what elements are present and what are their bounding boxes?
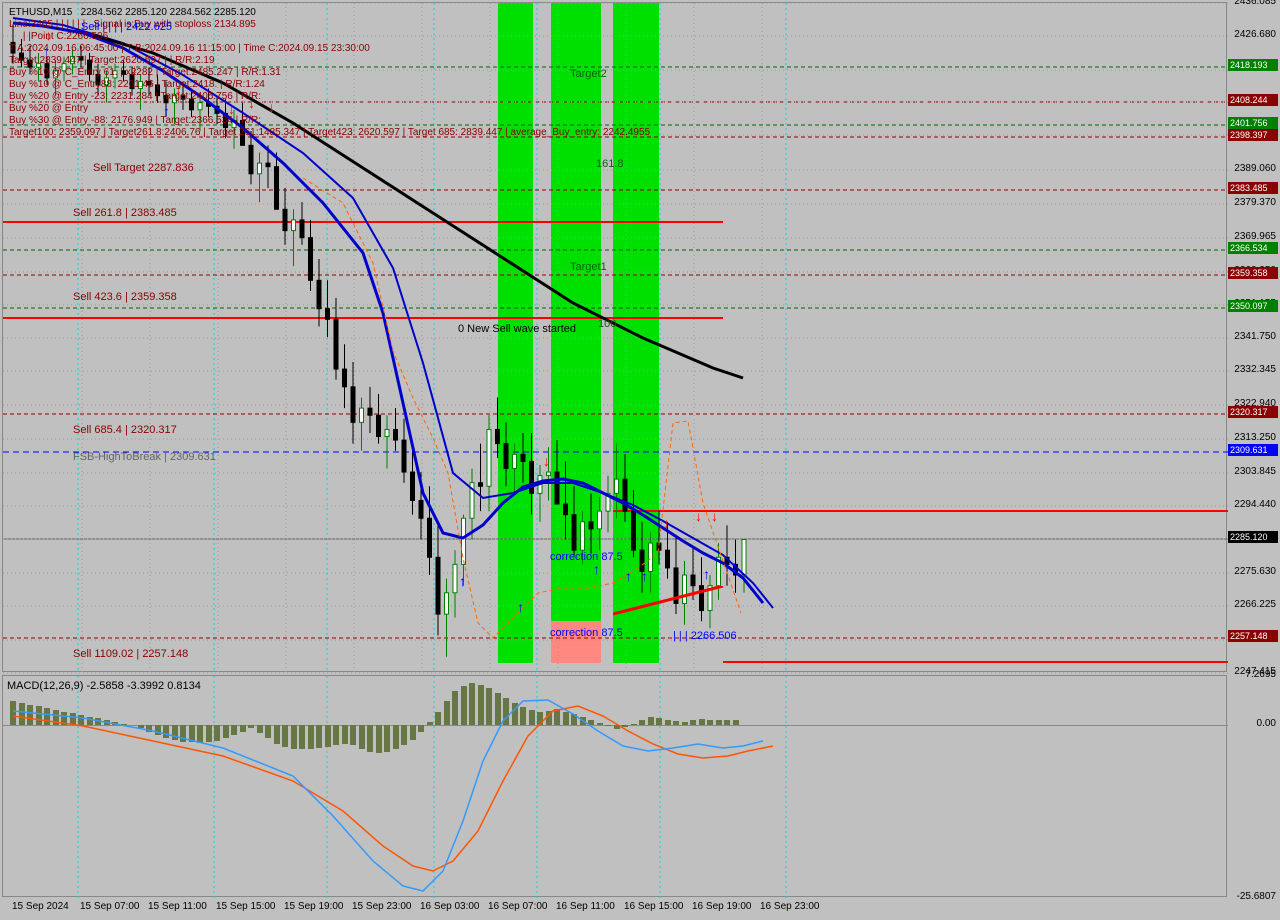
chart-label: correction 87.5 <box>550 551 623 563</box>
x-tick-label: 15 Sep 19:00 <box>284 901 344 912</box>
chart-label: Sell Target 2287.836 <box>93 162 194 174</box>
x-tick-label: 15 Sep 2024 <box>12 901 69 912</box>
level-label: Sell 423.6 | 2359.358 <box>73 291 177 303</box>
macd-axis: 7.26950.00-25.6807 <box>1228 675 1278 897</box>
x-tick-label: 15 Sep 07:00 <box>80 901 140 912</box>
signal-arrow-down: ↓ <box>663 515 670 531</box>
y-tick-label: 2294.440 <box>1234 499 1276 510</box>
signal-arrow-down: ↓ <box>543 453 550 469</box>
level-label: Sell 1109.02 | 2257.148 <box>73 648 188 660</box>
macd-tick: 0.00 <box>1257 718 1276 729</box>
x-tick-label: 16 Sep 23:00 <box>760 901 820 912</box>
y-tick-label: 2436.085 <box>1234 0 1276 7</box>
price-tag: 2309.631 <box>1228 444 1278 456</box>
signal-arrow-up: ↑ <box>641 568 648 584</box>
y-tick-label: 2341.750 <box>1234 331 1276 342</box>
y-tick-label: 2379.370 <box>1234 197 1276 208</box>
level-label: FSB-HighToBreak | 2309.631 <box>73 451 216 463</box>
x-tick-label: 16 Sep 19:00 <box>692 901 752 912</box>
chart-label: Target2 <box>570 68 607 80</box>
chart-label: Sell | | | | 2422.625 <box>81 21 172 33</box>
x-tick-label: 15 Sep 23:00 <box>352 901 412 912</box>
signal-arrow-down: ↓ <box>711 508 718 524</box>
signal-arrow-up: ↑ <box>593 561 600 577</box>
chart-label: 161.8 <box>596 158 624 170</box>
price-tag: 2398.397 <box>1228 129 1278 141</box>
price-tag: 2285.120 <box>1228 531 1278 543</box>
chart-label: Target1 <box>570 261 607 273</box>
price-tag: 2383.485 <box>1228 182 1278 194</box>
signal-arrow-up: ↑ <box>703 566 710 582</box>
y-tick-label: 2426.680 <box>1234 29 1276 40</box>
chart-label: 100 <box>598 318 616 330</box>
signal-arrow-up: ↑ <box>731 558 738 574</box>
macd-label: MACD(12,26,9) -2.5858 -3.3992 0.8134 <box>7 680 201 692</box>
signal-arrow-up: ↑ <box>459 573 466 589</box>
chart-label: correction 87.5 <box>550 627 623 639</box>
signal-arrow-up: ↑ <box>517 599 524 615</box>
macd-tick: 7.2695 <box>1245 669 1276 680</box>
x-tick-label: 16 Sep 07:00 <box>488 901 548 912</box>
y-tick-label: 2389.060 <box>1234 163 1276 174</box>
y-tick-label: 2332.345 <box>1234 364 1276 375</box>
x-tick-label: 15 Sep 11:00 <box>148 901 207 912</box>
price-tag: 2359.358 <box>1228 267 1278 279</box>
y-tick-label: 2313.250 <box>1234 432 1276 443</box>
price-tag: 2350.097 <box>1228 300 1278 312</box>
macd-tick: -25.6807 <box>1237 891 1276 902</box>
price-chart[interactable]: ↓↓↓↓↓↓↓↓↓↓↑↑↑↑↑↑↑↑↑ ETHUSD,M15 2284.562 … <box>2 2 1227 672</box>
x-tick-label: 15 Sep 15:00 <box>216 901 276 912</box>
macd-panel[interactable]: MACD(12,26,9) -2.5858 -3.3992 0.8134 <box>2 675 1227 897</box>
x-tick-label: 16 Sep 15:00 <box>624 901 684 912</box>
x-tick-label: 16 Sep 11:00 <box>556 901 615 912</box>
price-tag: 2418.193 <box>1228 59 1278 71</box>
price-axis: 2436.0852426.6802417.2752408.2442398.870… <box>1228 2 1278 672</box>
price-tag: 2257.148 <box>1228 630 1278 642</box>
x-tick-label: 16 Sep 03:00 <box>420 901 480 912</box>
y-tick-label: 2266.225 <box>1234 599 1276 610</box>
chart-label: 0 New Sell wave started <box>458 323 576 335</box>
y-tick-label: 2369.965 <box>1234 231 1276 242</box>
signal-arrow-up: ↑ <box>625 568 632 584</box>
price-tag: 2366.534 <box>1228 242 1278 254</box>
price-tag: 2401.756 <box>1228 117 1278 129</box>
price-tag: 2320.317 <box>1228 406 1278 418</box>
signal-arrow-down: ↓ <box>695 508 702 524</box>
chart-label: | | | 2266.506 <box>673 630 737 642</box>
y-tick-label: 2303.845 <box>1234 466 1276 477</box>
price-tag: 2408.244 <box>1228 94 1278 106</box>
level-label: Sell 685.4 | 2320.317 <box>73 424 177 436</box>
y-tick-label: 2275.630 <box>1234 566 1276 577</box>
level-label: Sell 261.8 | 2383.485 <box>73 207 177 219</box>
time-axis: 15 Sep 2024 15 Sep 07:00 15 Sep 11:00 15 Se… <box>2 898 1227 918</box>
